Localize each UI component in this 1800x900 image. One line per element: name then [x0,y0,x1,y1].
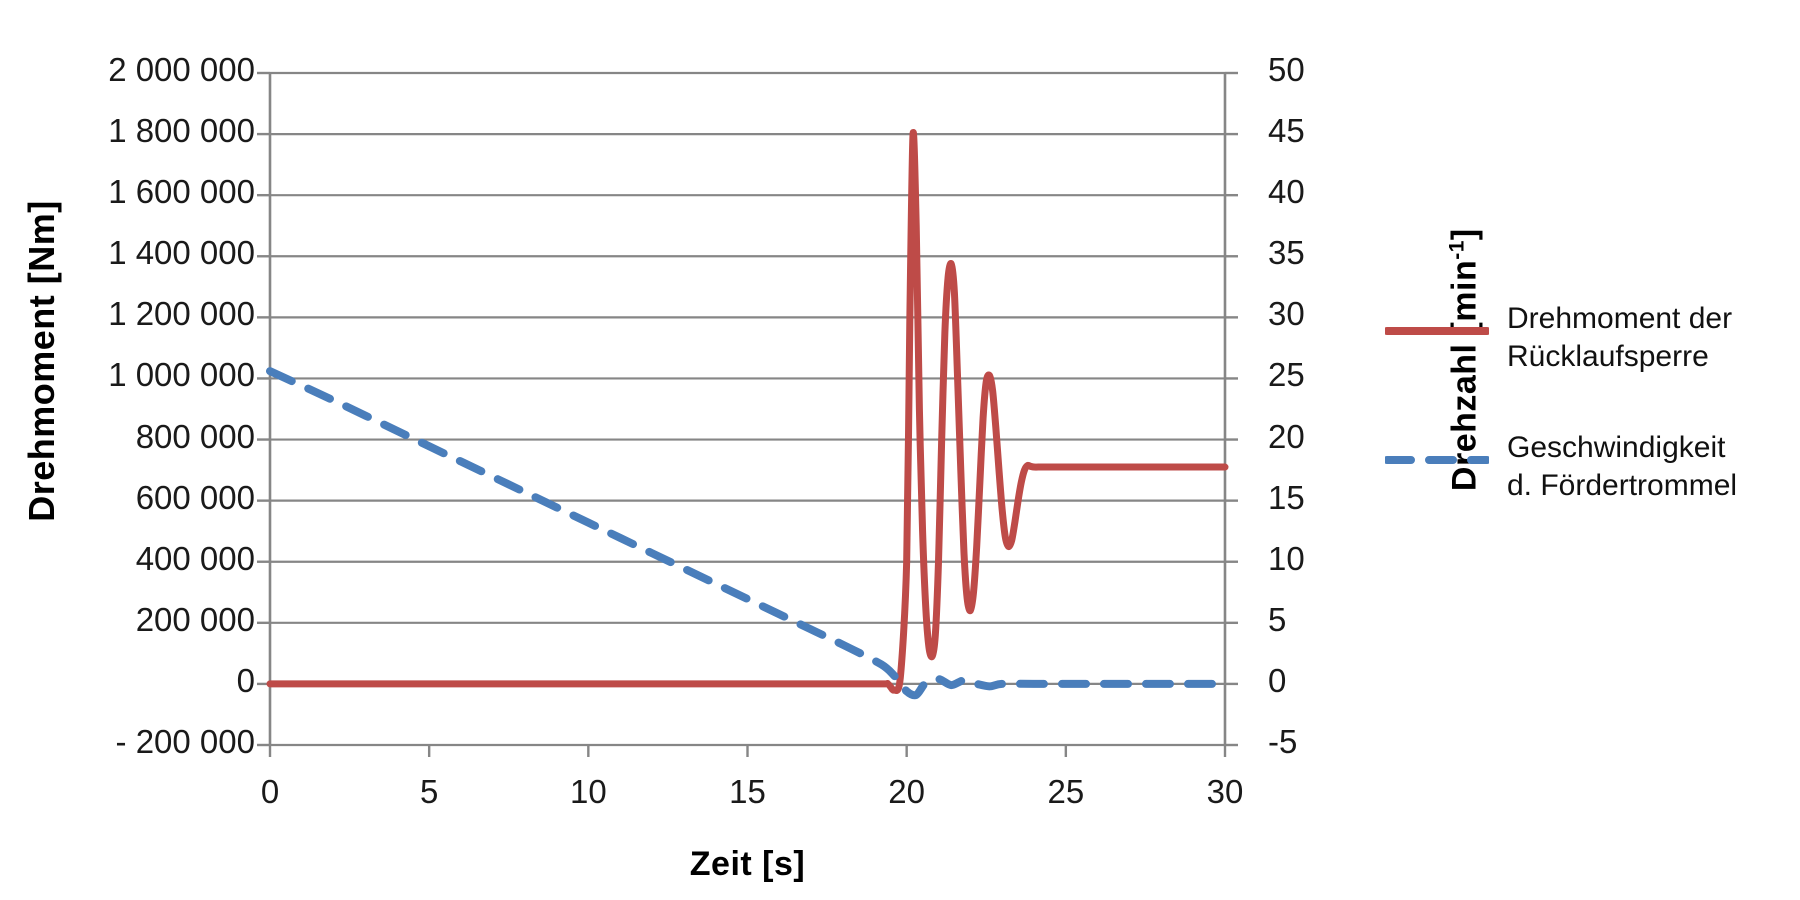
legend-solid-line-icon [1385,314,1489,348]
x-tick: 15 [729,773,766,810]
y-tick-right: 20 [1268,417,1305,455]
y-tick-left: 1 600 000 [108,173,255,211]
y-tick-left: 600 000 [135,478,255,516]
legend-item[interactable]: Drehmoment der Rücklaufsperre [1385,300,1785,375]
legend-label: Geschwindigkeit d. Fördertrommel [1507,431,1738,502]
y-tick-right: 30 [1268,295,1305,333]
x-tick: 30 [1206,773,1244,810]
y-tick-left: 1 400 000 [108,234,255,272]
y-tick-left: 0 [236,661,255,699]
gridlines [270,71,1225,747]
y-tick-right: 25 [1268,356,1305,394]
legend-dashed-line-icon [1385,443,1489,477]
y-axis-right-title-exponent: -1 [1445,240,1469,260]
y-tick-right: 10 [1268,539,1305,577]
x-tick: 0 [260,773,280,810]
tick-marks [257,71,1238,757]
x-axis-title: Zeit [s] [689,845,806,883]
series-line-2 [266,367,1229,700]
y-tick-right: 45 [1268,112,1305,150]
y-tick-left: 1 200 000 [108,295,255,333]
y-tick-right: 50 [1268,51,1305,88]
chart-legend: Drehmoment der Rücklaufsperre Geschwindig… [1385,300,1785,558]
data-series [266,128,1229,700]
y-tick-right: 15 [1268,478,1305,516]
y-axis-right-title-bracket: ] [1445,228,1484,241]
x-tick: 5 [419,773,439,810]
y-tick-left: 400 000 [135,539,255,577]
y-tick-right: 40 [1268,173,1305,211]
y-tick-left: 800 000 [135,417,255,455]
y-tick-right: 5 [1268,600,1287,638]
y-tick-left: 1 800 000 [108,112,255,150]
y-tick-right: -5 [1268,723,1298,760]
y-tick-right: 0 [1268,661,1287,699]
y-tick-left: 2 000 000 [108,51,255,88]
y-tick-left: 1 000 000 [108,356,255,394]
legend-item[interactable]: Geschwindigkeit d. Fördertrommel [1385,429,1785,504]
series-line-1 [266,128,1229,694]
y-tick-left: - 200 000 [115,723,255,760]
y-tick-right: 35 [1268,234,1305,272]
axis-lines [268,73,1227,745]
x-tick: 25 [1047,773,1085,810]
x-tick: 10 [569,773,607,810]
y-tick-left: 200 000 [135,600,255,638]
legend-label: Drehmoment der Rücklaufsperre [1507,302,1733,373]
x-tick: 20 [888,773,926,810]
y-axis-left-title: Drehmoment [Nm] [21,200,62,522]
